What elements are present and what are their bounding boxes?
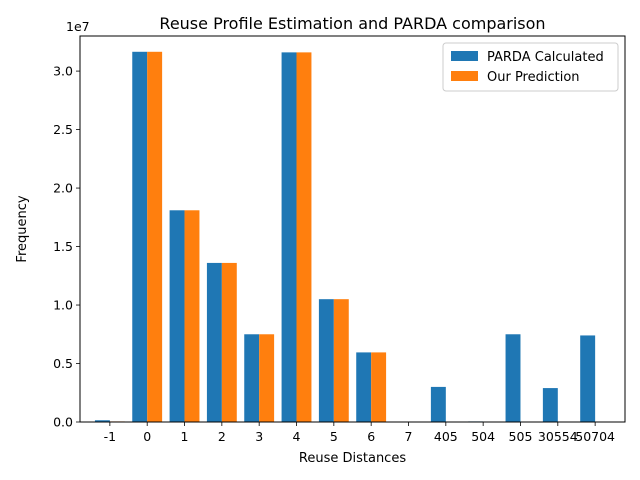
y-offset-label: 1e7 [66,19,90,34]
x-tick-label: 405 [434,429,458,444]
y-tick-label: 2.0 [53,181,73,196]
x-tick-label: 1 [181,429,189,444]
x-axis-label: Reuse Distances [299,451,406,466]
x-tick-label: 4 [293,429,301,444]
bar-parda-405 [430,386,446,422]
bar-parda-4 [281,52,297,422]
bar-parda-6 [356,352,372,422]
x-tick-label: -1 [104,429,116,444]
x-tick-label: 3 [255,429,263,444]
y-tick-label: 3.0 [53,64,73,79]
y-tick-label: 0.0 [53,415,73,430]
y-tick-label: 2.5 [53,122,73,137]
x-tick-label: 7 [405,429,413,444]
chart-title: Reuse Profile Estimation and PARDA compa… [159,14,545,33]
x-tick-label: 6 [367,429,375,444]
bar-parda-3 [244,334,260,422]
y-ticks-group: 0.0 0.5 1.0 1.5 2.0 2.5 3.0 [53,64,80,430]
y-axis-label: Frequency [15,195,30,262]
legend-swatch-parda [451,51,478,61]
x-tick-label: 2 [218,429,226,444]
bar-parda-5 [318,299,334,422]
bar-prediction-2 [221,262,237,422]
legend-label-prediction: Our Prediction [487,70,580,85]
bar-parda-1 [169,210,185,422]
bar-prediction-1 [184,210,200,422]
y-tick-label: 1.0 [53,298,73,313]
bar-prediction-3 [259,334,275,422]
x-tick-label: 505 [509,429,533,444]
bar-prediction-0 [147,51,163,423]
x-tick-label: 0 [143,429,151,444]
bar-prediction-5 [333,299,349,422]
y-tick-label: 1.5 [53,239,73,254]
bar-parda-30554 [542,388,558,422]
bar-parda-50704 [580,335,596,422]
bar-prediction-6 [371,352,387,422]
legend-swatch-prediction [451,71,478,81]
bar-parda-0 [132,51,148,423]
y-tick-label: 0.5 [53,356,73,371]
legend-label-parda: PARDA Calculated [487,50,604,65]
legend: PARDA Calculated Our Prediction [442,42,619,92]
bar-parda-505 [505,334,521,422]
x-tick-label: 50704 [575,429,615,444]
x-tick-label: 5 [330,429,338,444]
x-tick-label: 504 [471,429,495,444]
bar-parda-2 [206,262,222,422]
bar-prediction-4 [296,52,312,422]
legend-box [442,42,619,92]
bars-group [94,51,596,423]
x-tick-label: 30554 [538,429,578,444]
bar-parda--1 [94,420,110,422]
plot-frame [79,35,626,423]
